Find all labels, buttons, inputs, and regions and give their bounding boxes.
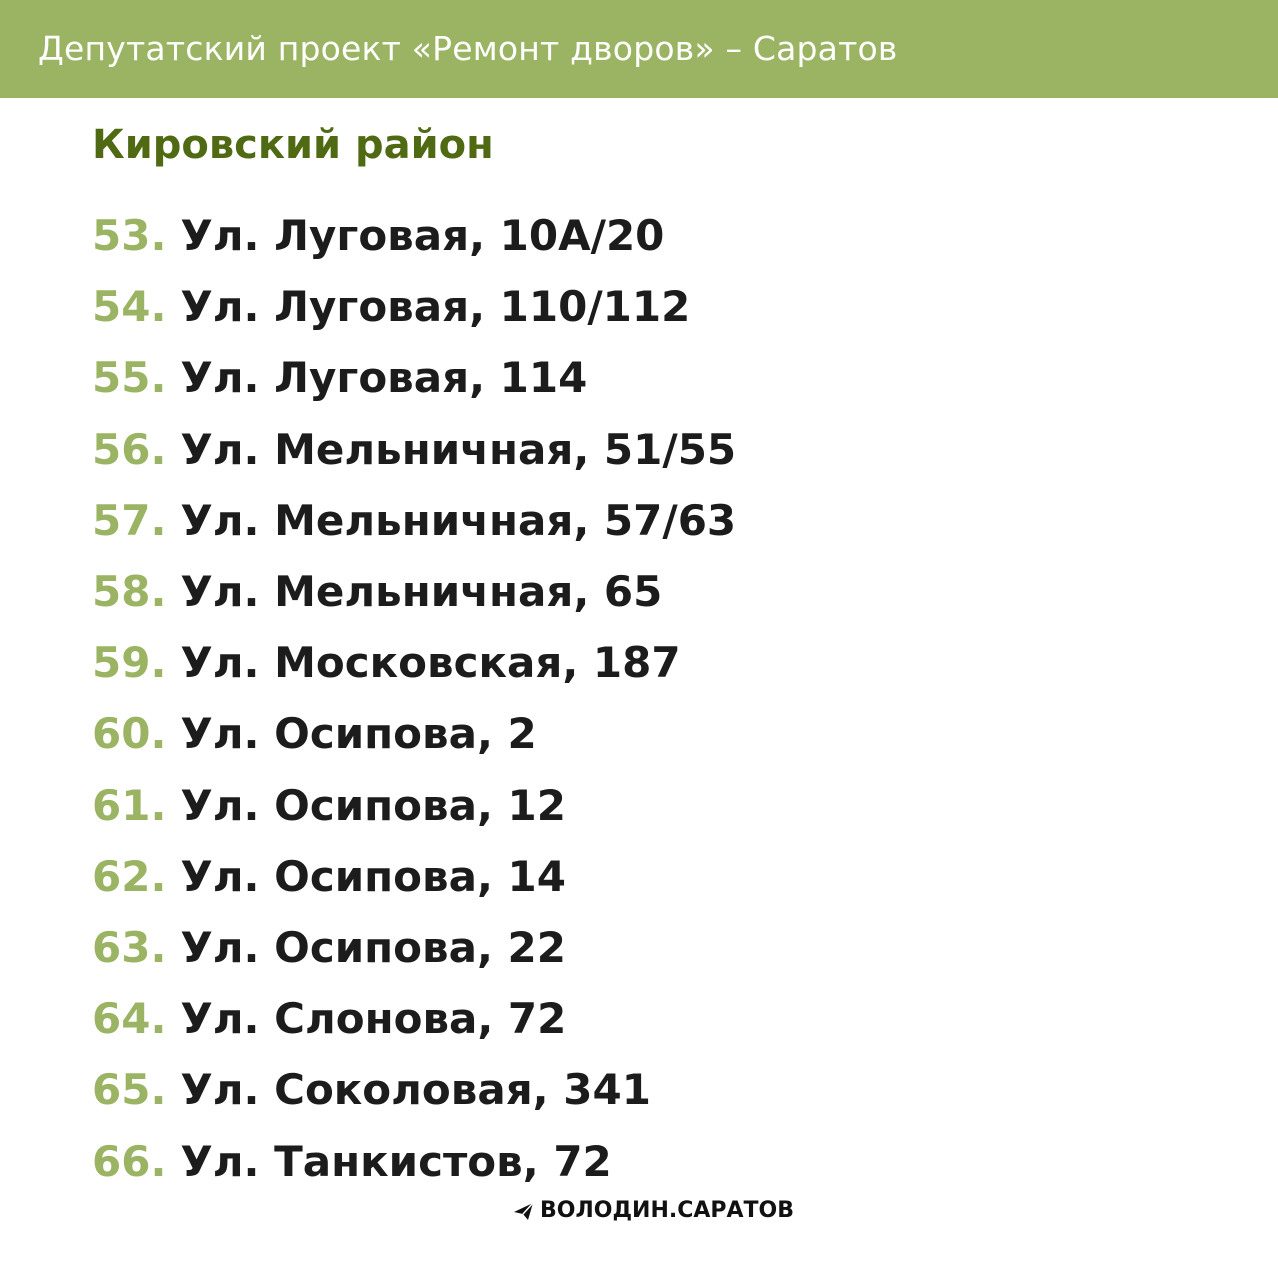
list-item: 53. Ул. Луговая, 10А/20 <box>92 200 736 271</box>
page-title: Депутатский проект «Ремонт дворов» – Сар… <box>38 29 898 68</box>
brand-label: ВОЛОДИН.САРАТОВ <box>540 1198 795 1223</box>
list-item: 56. Ул. Мельничная, 51/55 <box>92 414 736 485</box>
item-number: 56. <box>92 424 167 474</box>
list-item: 65. Ул. Соколовая, 341 <box>92 1054 736 1125</box>
list-item: 55. Ул. Луговая, 114 <box>92 342 736 413</box>
list-item: 57. Ул. Мельничная, 57/63 <box>92 485 736 556</box>
header-bar: Депутатский проект «Ремонт дворов» – Сар… <box>0 0 1278 98</box>
item-number: 53. <box>92 211 167 261</box>
district-title: Кировский район <box>92 122 494 168</box>
item-address: Ул. Мельничная, 65 <box>180 567 663 617</box>
address-list: 53. Ул. Луговая, 10А/20 54. Ул. Луговая,… <box>92 200 736 1197</box>
item-address: Ул. Осипова, 2 <box>180 709 537 759</box>
item-address: Ул. Осипова, 12 <box>180 780 566 830</box>
telegram-plane-icon <box>512 1199 536 1223</box>
item-number: 65. <box>92 1065 167 1115</box>
footer-brand: ВОЛОДИН.САРАТОВ <box>512 1197 794 1225</box>
item-number: 58. <box>92 567 167 617</box>
item-number: 60. <box>92 709 167 759</box>
item-address: Ул. Соколовая, 341 <box>180 1065 651 1115</box>
item-address: Ул. Мельничная, 51/55 <box>180 424 737 474</box>
item-address: Ул. Московская, 187 <box>180 638 681 688</box>
item-number: 64. <box>92 994 167 1044</box>
item-number: 61. <box>92 780 167 830</box>
item-address: Ул. Луговая, 10А/20 <box>180 211 665 261</box>
item-address: Ул. Мельничная, 57/63 <box>180 495 737 545</box>
item-address: Ул. Луговая, 110/112 <box>180 282 691 332</box>
list-item: 59. Ул. Московская, 187 <box>92 627 736 698</box>
list-item: 66. Ул. Танкистов, 72 <box>92 1125 736 1196</box>
list-item: 54. Ул. Луговая, 110/112 <box>92 271 736 342</box>
item-number: 54. <box>92 282 167 332</box>
list-item: 61. Ул. Осипова, 12 <box>92 770 736 841</box>
item-address: Ул. Осипова, 22 <box>180 922 566 972</box>
item-number: 59. <box>92 638 167 688</box>
item-address: Ул. Слонова, 72 <box>180 994 567 1044</box>
list-item: 63. Ул. Осипова, 22 <box>92 912 736 983</box>
item-address: Ул. Танкистов, 72 <box>180 1136 612 1186</box>
item-number: 55. <box>92 353 167 403</box>
list-item: 60. Ул. Осипова, 2 <box>92 698 736 769</box>
item-address: Ул. Луговая, 114 <box>180 353 588 403</box>
list-item: 62. Ул. Осипова, 14 <box>92 841 736 912</box>
item-number: 66. <box>92 1136 167 1186</box>
list-item: 64. Ул. Слонова, 72 <box>92 983 736 1054</box>
item-number: 57. <box>92 495 167 545</box>
item-number: 63. <box>92 922 167 972</box>
item-address: Ул. Осипова, 14 <box>180 851 566 901</box>
list-item: 58. Ул. Мельничная, 65 <box>92 556 736 627</box>
item-number: 62. <box>92 851 167 901</box>
